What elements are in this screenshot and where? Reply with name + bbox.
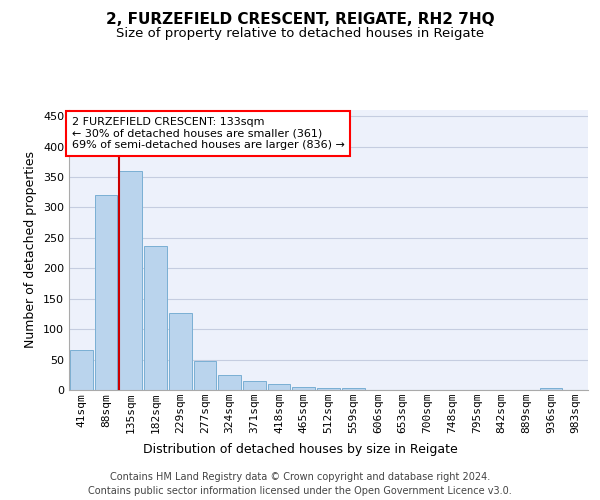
Text: Size of property relative to detached houses in Reigate: Size of property relative to detached ho… xyxy=(116,28,484,40)
Bar xyxy=(218,375,241,390)
Bar xyxy=(292,387,315,390)
Bar xyxy=(243,381,266,390)
Bar xyxy=(194,361,216,390)
Text: 2, FURZEFIELD CRESCENT, REIGATE, RH2 7HQ: 2, FURZEFIELD CRESCENT, REIGATE, RH2 7HQ xyxy=(106,12,494,28)
Bar xyxy=(268,384,290,390)
Text: Contains HM Land Registry data © Crown copyright and database right 2024.: Contains HM Land Registry data © Crown c… xyxy=(110,472,490,482)
Bar xyxy=(144,246,167,390)
Text: 2 FURZEFIELD CRESCENT: 133sqm
← 30% of detached houses are smaller (361)
69% of : 2 FURZEFIELD CRESCENT: 133sqm ← 30% of d… xyxy=(71,117,344,150)
Bar xyxy=(342,388,365,390)
Bar xyxy=(95,195,118,390)
Bar xyxy=(317,388,340,390)
Text: Contains public sector information licensed under the Open Government Licence v3: Contains public sector information licen… xyxy=(88,486,512,496)
Bar xyxy=(539,388,562,390)
Text: Distribution of detached houses by size in Reigate: Distribution of detached houses by size … xyxy=(143,442,457,456)
Bar xyxy=(70,350,93,390)
Y-axis label: Number of detached properties: Number of detached properties xyxy=(25,152,37,348)
Bar xyxy=(169,312,191,390)
Bar xyxy=(119,171,142,390)
